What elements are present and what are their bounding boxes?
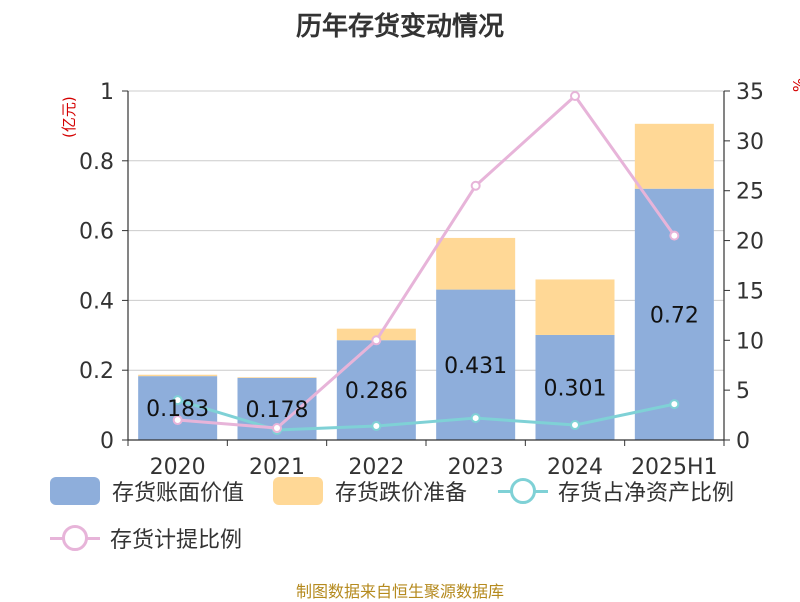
provision-ratio-point	[669, 230, 680, 241]
legend-marker-provision-ratio	[50, 524, 100, 552]
right-tick-label: 5	[736, 379, 750, 404]
right-tick-label: 20	[736, 230, 764, 255]
provision-ratio-point	[272, 423, 282, 434]
right-tick-label: 35	[736, 80, 764, 105]
legend-label-net-asset-ratio: 存货占净资产比例	[558, 481, 735, 506]
chart-title: 历年存货变动情况	[295, 12, 504, 42]
bar-data-label: 0.301	[544, 376, 607, 401]
legend-label-provision-ratio: 存货计提比例	[110, 528, 243, 553]
bar-reserve	[634, 123, 714, 189]
x-tick-label: 2023	[448, 455, 504, 480]
legend-item-reserve[interactable]: 存货跌价准备	[273, 475, 467, 507]
bar-data-label: 0.183	[146, 397, 209, 422]
bar-reserve	[535, 279, 615, 335]
provision-ratio-point	[371, 335, 382, 346]
left-tick-label: 0.8	[79, 150, 114, 175]
legend-swatch-book-value	[50, 477, 100, 505]
bar-reserve	[436, 237, 516, 290]
x-tick-label: 2020	[150, 455, 206, 480]
x-tick-label: 2025H1	[631, 455, 718, 480]
legend-item-book-value[interactable]: 存货账面价值	[50, 475, 244, 507]
right-tick-label: 30	[736, 130, 764, 155]
left-tick-label: 0.6	[79, 220, 114, 245]
net-asset-ratio-point	[172, 395, 183, 406]
net-asset-ratio-point	[570, 420, 580, 431]
bar-data-label: 0.72	[650, 303, 699, 328]
bar-data-label: 0.178	[246, 398, 309, 423]
bar-data-label: 0.431	[444, 354, 507, 379]
right-tick-label: 10	[736, 329, 764, 354]
data-source-note: 制图数据来自恒生聚源数据库	[295, 582, 504, 601]
legend-label-reserve: 存货跌价准备	[335, 481, 468, 506]
left-tick-label: 0.4	[79, 289, 114, 314]
legend-label-book-value: 存货账面价值	[112, 481, 245, 506]
net-asset-ratio-point	[669, 399, 680, 410]
right-tick-label: 25	[736, 180, 764, 205]
net-asset-ratio-line	[177, 398, 675, 432]
provision-ratio-point	[470, 180, 481, 191]
bar-reserve	[138, 374, 218, 377]
x-tick-label: 2022	[348, 455, 404, 480]
provision-ratio-point	[570, 90, 580, 101]
legend-marker-net-asset-ratio	[498, 477, 548, 505]
net-asset-ratio-point	[470, 413, 481, 424]
provision-ratio-point	[172, 415, 183, 426]
left-tick-label: 1	[100, 80, 114, 105]
bar-data-label: 0.286	[345, 379, 408, 404]
left-tick-label: 0	[100, 429, 114, 454]
legend-swatch-reserve	[273, 477, 323, 505]
left-tick-label: 0.2	[79, 359, 114, 384]
bar-reserve	[336, 328, 416, 341]
bar-reserve	[237, 377, 317, 378]
chart-legend: 存货账面价值 存货跌价准备 存货占净资产比例 存货计提比例	[0, 470, 800, 560]
x-tick-label: 2021	[249, 455, 305, 480]
right-tick-label: 15	[736, 279, 764, 304]
right-tick-label: 0	[736, 429, 750, 454]
provision-ratio-line	[177, 94, 676, 430]
legend-item-provision-ratio[interactable]: 存货计提比例	[50, 522, 242, 554]
legend-item-net-asset-ratio[interactable]: 存货占净资产比例	[498, 475, 734, 507]
net-asset-ratio-point	[371, 421, 382, 432]
x-tick-label: 2024	[547, 455, 603, 480]
